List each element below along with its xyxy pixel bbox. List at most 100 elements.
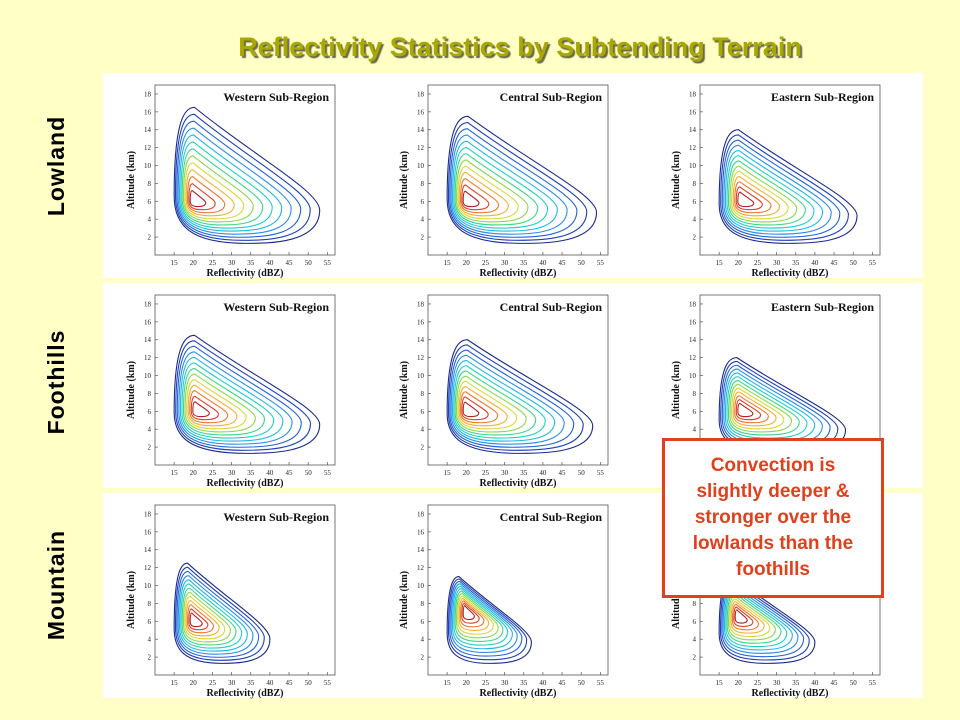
y-tick-label: 6 — [421, 198, 425, 206]
x-axis-label: Reflectivity (dBZ) — [480, 478, 557, 489]
contour-line — [181, 587, 237, 646]
y-tick-label: 12 — [689, 354, 697, 362]
contour-panel: 15 20 25 30 35 40 45 50 55 2 4 6 8 10 12 14 16 18 Reflecti… — [126, 294, 336, 489]
panel-subtitle: Western Sub-Region — [223, 300, 329, 314]
x-tick-label: 15 — [171, 259, 179, 267]
x-tick-label: 20 — [463, 259, 471, 267]
y-tick-label: 8 — [148, 600, 152, 608]
contour-line — [187, 384, 238, 427]
contour-group — [173, 562, 271, 664]
contour-group — [173, 106, 321, 244]
x-tick-label: 30 — [501, 679, 509, 687]
y-tick-label: 10 — [144, 372, 152, 380]
x-tick-label: 15 — [444, 679, 452, 687]
contour-line — [180, 141, 273, 229]
x-tick-label: 55 — [869, 259, 877, 267]
y-tick-label: 4 — [421, 636, 425, 644]
contour-line — [447, 344, 584, 451]
x-tick-label: 40 — [266, 679, 274, 687]
contour-line — [449, 349, 575, 448]
contour-line — [189, 190, 207, 208]
y-tick-label: 16 — [144, 108, 152, 116]
y-tick-label: 10 — [144, 162, 152, 170]
y-tick-label: 4 — [693, 636, 697, 644]
y-tick-label: 12 — [689, 144, 697, 152]
x-tick-label: 25 — [482, 679, 490, 687]
x-tick-label: 35 — [520, 679, 528, 687]
y-tick-label: 2 — [421, 654, 425, 662]
x-tick-label: 20 — [463, 679, 471, 687]
contour-line — [734, 395, 769, 424]
contour-line — [458, 385, 508, 427]
x-tick-label: 30 — [228, 259, 236, 267]
y-tick-label: 14 — [689, 336, 697, 344]
contour-line — [178, 134, 283, 232]
contour-line — [446, 576, 532, 664]
x-tick-label: 20 — [190, 469, 198, 477]
contour-panel: 15 20 25 30 35 40 45 50 55 2 4 6 8 10 12 14 16 18 Reflecti… — [399, 84, 609, 279]
contour-line — [177, 575, 254, 655]
x-tick-label: 55 — [597, 469, 605, 477]
x-tick-label: 20 — [190, 259, 198, 267]
contour-line — [731, 603, 760, 631]
contour-line — [726, 155, 815, 229]
y-tick-label: 12 — [144, 144, 152, 152]
y-tick-label: 14 — [417, 126, 425, 134]
y-tick-label: 14 — [417, 336, 425, 344]
x-tick-label: 25 — [482, 469, 490, 477]
x-tick-label: 50 — [850, 259, 858, 267]
contour-line — [451, 140, 558, 232]
y-tick-label: 8 — [421, 180, 425, 188]
callout-box: Convection is slightly deeper & stronger… — [662, 438, 884, 598]
contour-line — [189, 390, 229, 424]
contour-line — [174, 566, 265, 661]
contour-line — [734, 181, 772, 214]
contour-line — [178, 579, 248, 652]
contour-line — [455, 375, 527, 433]
x-tick-label: 50 — [850, 679, 858, 687]
contour-line — [718, 129, 858, 244]
contour-line — [453, 146, 549, 229]
y-tick-label: 18 — [417, 90, 425, 98]
contour-line — [730, 600, 765, 634]
x-tick-label: 35 — [247, 469, 255, 477]
y-axis-label: Altitude (km) — [126, 151, 137, 209]
contour-line — [461, 602, 480, 624]
x-axis-label: Reflectivity (dBZ) — [207, 688, 284, 699]
contour-line — [178, 351, 293, 445]
contour-line — [459, 600, 485, 628]
contour-panel: 15 20 25 30 35 40 45 50 55 2 4 6 8 10 12 14 16 18 Reflecti… — [399, 294, 609, 489]
contour-panel: 15 20 25 30 35 40 45 50 55 2 4 6 8 10 12 14 16 18 Reflecti… — [126, 84, 336, 279]
x-tick-label: 35 — [792, 679, 800, 687]
contour-line — [734, 609, 748, 624]
y-axis-label: Altitude (km) — [126, 361, 137, 419]
contour-line — [729, 165, 798, 223]
contour-line — [173, 106, 321, 244]
contour-line — [181, 148, 264, 226]
x-tick-label: 55 — [597, 259, 605, 267]
contour-line — [450, 354, 565, 445]
contour-line — [453, 588, 509, 646]
contour-panel: 15 20 25 30 35 40 45 50 55 2 4 6 8 10 12 14 16 18 Reflecti… — [399, 504, 609, 699]
contour-line — [737, 402, 754, 418]
y-axis-label: Altitude (km) — [126, 571, 137, 629]
y-tick-label: 2 — [148, 654, 152, 662]
plot-frame — [427, 84, 609, 256]
x-axis-label: Reflectivity (dBZ) — [207, 268, 284, 279]
contour-line — [731, 170, 789, 220]
x-axis-label: Reflectivity (dBZ) — [207, 478, 284, 489]
y-tick-label: 2 — [421, 444, 425, 452]
x-tick-label: 25 — [754, 679, 762, 687]
contour-line — [721, 139, 841, 238]
contour-line — [192, 401, 210, 418]
x-tick-label: 50 — [578, 259, 586, 267]
y-tick-label: 4 — [148, 636, 152, 644]
contour-line — [450, 583, 518, 653]
contour-line — [174, 113, 311, 241]
contour-line — [462, 605, 475, 621]
contour-line — [184, 162, 245, 220]
contour-line — [180, 583, 243, 649]
x-tick-label: 45 — [286, 259, 294, 267]
y-tick-label: 6 — [148, 408, 152, 416]
y-tick-label: 18 — [689, 90, 697, 98]
